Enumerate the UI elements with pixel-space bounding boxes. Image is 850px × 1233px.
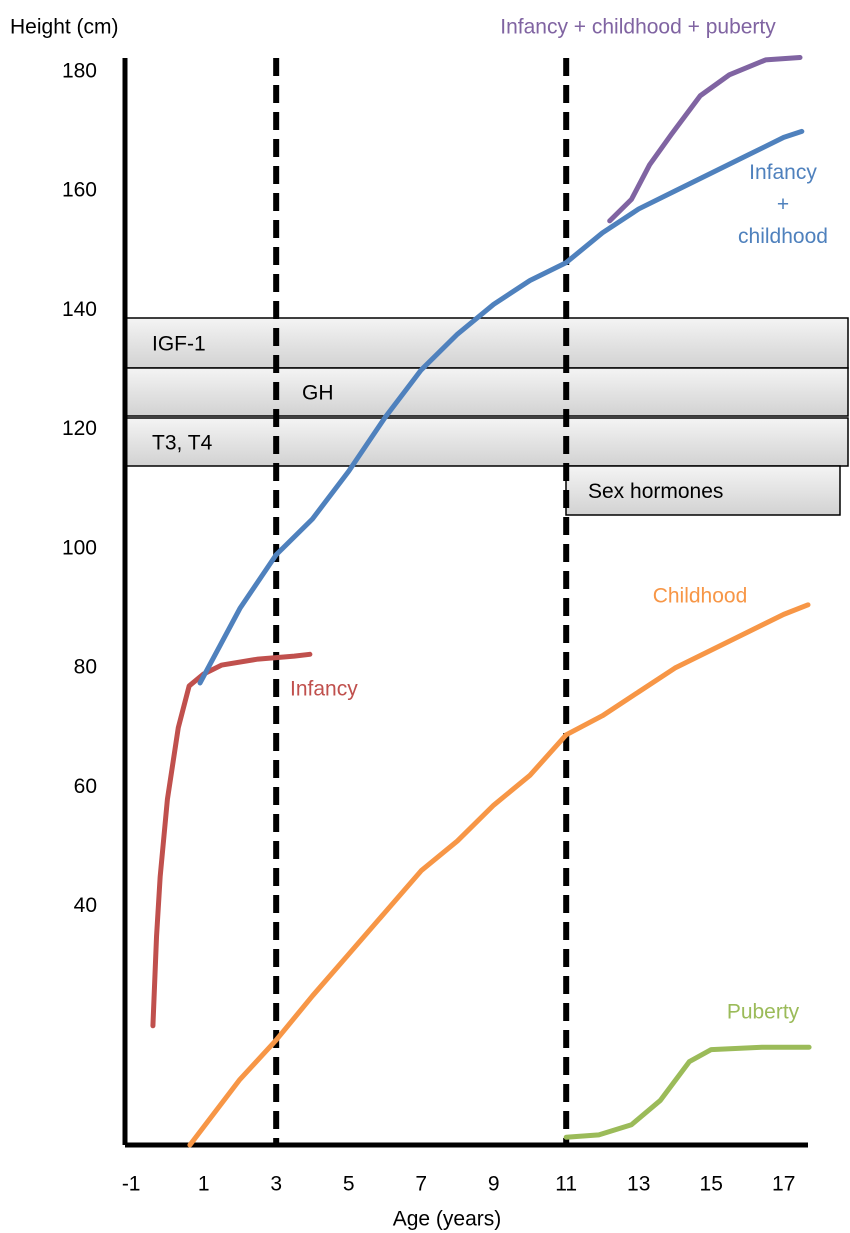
hormone-band <box>124 317 849 369</box>
series-label: Infancy + childhood <box>738 161 828 248</box>
series-label: Childhood <box>653 585 748 608</box>
x-tick-label: 15 <box>700 1173 723 1196</box>
x-tick-label: 3 <box>270 1173 282 1196</box>
band-label: T3, T4 <box>152 432 213 455</box>
series-label: Infancy + childhood + puberty <box>500 16 776 39</box>
series-label: Infancy <box>290 678 358 701</box>
y-tick-label: 120 <box>62 417 97 440</box>
series-line <box>187 602 811 1148</box>
series-line <box>150 651 313 1029</box>
hormone-band <box>124 417 849 467</box>
hormone-band <box>124 367 849 417</box>
series-line <box>197 128 805 686</box>
x-tick-label: 5 <box>343 1173 355 1196</box>
y-tick-label: 160 <box>62 179 97 202</box>
y-tick-label: 80 <box>74 656 97 679</box>
band-label: IGF-1 <box>152 333 206 356</box>
y-tick-label: 60 <box>74 775 97 798</box>
band-label: Sex hormones <box>588 480 723 503</box>
x-tick-label: 13 <box>627 1173 650 1196</box>
series-line <box>563 1044 812 1140</box>
y-tick-label: 140 <box>62 298 97 321</box>
band-label: GH <box>302 382 334 405</box>
x-tick-label: 1 <box>198 1173 210 1196</box>
x-tick-label: 17 <box>772 1173 795 1196</box>
y-tick-label: 40 <box>74 894 97 917</box>
x-tick-label: 11 <box>555 1173 577 1196</box>
x-tick-label: 7 <box>415 1173 427 1196</box>
x-tick-label: 9 <box>488 1173 500 1196</box>
series-label: Puberty <box>727 1001 800 1024</box>
x-axis-label: Age (years) <box>393 1208 502 1231</box>
series-line <box>607 55 803 224</box>
y-tick-label: 180 <box>62 59 97 82</box>
y-tick-label: 100 <box>62 536 97 559</box>
y-axis-label: Height (cm) <box>10 16 119 39</box>
series-label-box: Infancy + childhood <box>738 161 828 248</box>
x-tick-label: -1 <box>122 1173 141 1196</box>
hormone-band <box>565 465 841 516</box>
